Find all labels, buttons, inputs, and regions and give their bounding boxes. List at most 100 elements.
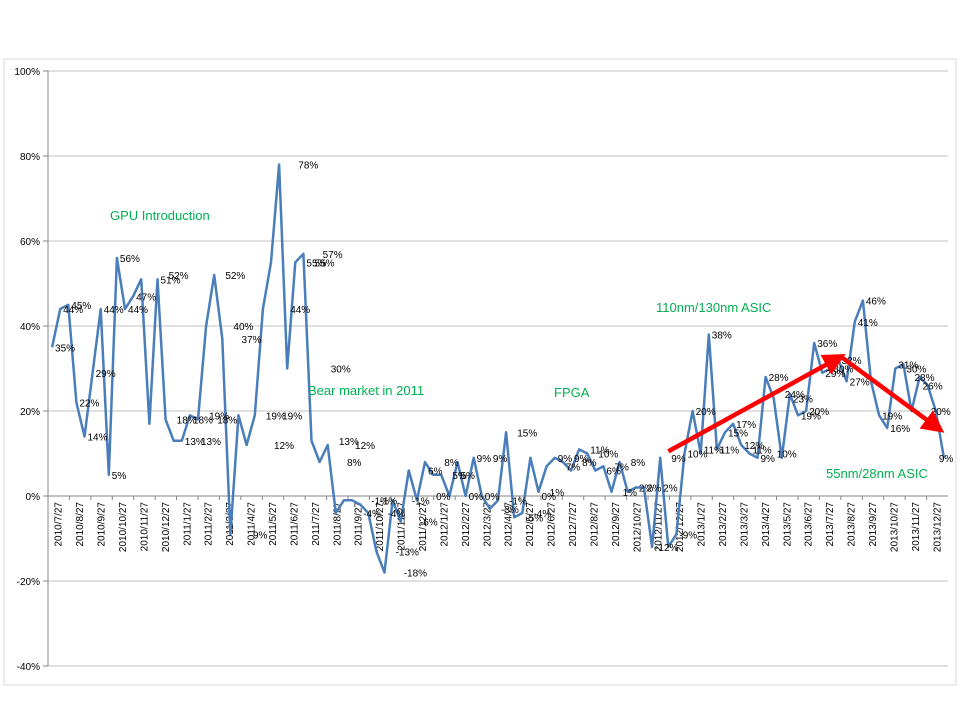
data-label: 19% [282, 411, 302, 422]
annotation-label: 110nm/130nm ASIC [656, 300, 771, 315]
x-tick-label: 2013/12/27 [932, 502, 943, 552]
data-label: 56% [120, 254, 140, 265]
data-label: 44% [63, 305, 83, 316]
data-label: -18% [404, 569, 427, 580]
x-tick-label: 2013/1/27 [697, 502, 708, 547]
trend-arrow-down [841, 356, 945, 433]
x-tick-label: 2012/2/27 [461, 502, 472, 547]
x-tick-label: 2012/8/27 [589, 502, 600, 547]
data-label: 9% [558, 454, 573, 465]
x-tick-label: 2011/8/27 [332, 502, 343, 546]
data-label: 2% [663, 484, 678, 495]
x-tick-label: 2011/9/27 [354, 502, 365, 546]
y-tick-label: 20% [20, 407, 40, 418]
x-tick-label: 2011/7/27 [311, 502, 322, 546]
data-label: -12% [655, 543, 678, 554]
data-label: 10% [598, 450, 618, 461]
data-label: 19% [209, 411, 229, 422]
data-label: 2% [647, 484, 662, 495]
data-label: 14% [87, 433, 107, 444]
data-label: -4% [387, 509, 405, 520]
annotation-label: FPGA [554, 385, 590, 400]
data-label: 8% [582, 458, 597, 469]
data-label: 12% [744, 441, 764, 452]
data-label: 32% [842, 356, 862, 367]
x-tick-label: 2010/8/27 [75, 502, 86, 547]
y-tick-label: -20% [17, 577, 40, 588]
data-label: 19% [266, 411, 286, 422]
x-tick-label: 2013/5/27 [782, 502, 793, 547]
x-tick-label: 2012/1/27 [439, 502, 450, 547]
y-tick-label: 60% [20, 237, 40, 248]
data-label: 15% [728, 428, 748, 439]
data-label: 55% [306, 258, 326, 269]
x-tick-label: 2010/9/27 [97, 502, 108, 547]
data-label: 45% [71, 301, 91, 312]
data-label: -3% [501, 505, 519, 516]
y-tick-label: 40% [20, 322, 40, 333]
data-label: -9% [250, 530, 268, 541]
x-tick-label: 2010/11/27 [139, 502, 150, 552]
data-label: 51% [160, 275, 180, 286]
x-tick-label: 2012/7/27 [568, 502, 579, 547]
data-label: 8% [631, 458, 646, 469]
data-label: 28% [915, 373, 935, 384]
annotation-label: Bear market in 2011 [308, 383, 424, 398]
trend-arrow-up [667, 353, 846, 454]
data-label: 13% [201, 437, 221, 448]
annotation-label: GPU Introduction [110, 208, 210, 223]
data-label: 38% [712, 331, 732, 342]
data-label: 30% [331, 365, 351, 376]
data-label: -4% [533, 509, 551, 520]
data-label: 12% [274, 441, 294, 452]
data-label: 9% [574, 454, 589, 465]
data-label: 36% [817, 339, 837, 350]
data-label: 18% [177, 416, 197, 427]
data-label: 11% [752, 445, 771, 456]
data-label: 9% [671, 454, 686, 465]
data-label: 11% [590, 445, 609, 456]
data-label: 10% [777, 450, 797, 461]
data-label: 9% [760, 454, 775, 465]
data-label: -1% [379, 496, 397, 507]
data-label: 7% [566, 462, 581, 473]
data-label: 1% [550, 488, 565, 499]
data-label: 27% [850, 377, 870, 388]
x-tick-label: 2011/6/27 [289, 502, 300, 546]
data-label: 55% [315, 258, 335, 269]
data-label: 24% [785, 390, 805, 401]
x-tick-label: 2012/10/27 [632, 502, 643, 552]
y-tick-label: 0% [26, 492, 41, 503]
x-tick-label: 2013/6/27 [804, 502, 815, 547]
x-tick-label: 2012/6/27 [547, 502, 558, 547]
data-label: 8% [347, 458, 362, 469]
x-tick-label: 2011/4/27 [247, 502, 258, 546]
data-label: -5% [525, 513, 543, 524]
data-label: 2% [639, 484, 654, 495]
data-label: 15% [517, 428, 537, 439]
data-label: 5% [460, 471, 475, 482]
data-label: 1% [623, 488, 638, 499]
x-tick-label: 2012/12/27 [675, 502, 686, 552]
data-label: 7% [615, 462, 630, 473]
data-label: 35% [55, 343, 75, 354]
data-label: -4% [363, 509, 381, 520]
data-label: 10% [687, 450, 707, 461]
y-tick-label: -40% [17, 662, 40, 673]
data-label: 0% [469, 492, 484, 503]
trend-arrows [667, 353, 945, 454]
x-tick-label: 2012/11/27 [654, 502, 665, 552]
data-label: 37% [242, 335, 262, 346]
x-tick-label: 2011/1/27 [182, 502, 193, 546]
data-label: 41% [858, 318, 878, 329]
x-tick-label: 2013/11/27 [911, 502, 922, 552]
x-tick-label: 2011/10/27 [375, 502, 386, 552]
data-label: -1% [509, 496, 527, 507]
x-tick-label: 2011/5/27 [268, 502, 279, 546]
x-tick-label: 2013/8/27 [847, 502, 858, 547]
data-label: -9% [679, 530, 697, 541]
x-tick-label: 2012/3/27 [482, 502, 493, 547]
data-label: 9% [477, 454, 492, 465]
data-label: 47% [136, 292, 156, 303]
